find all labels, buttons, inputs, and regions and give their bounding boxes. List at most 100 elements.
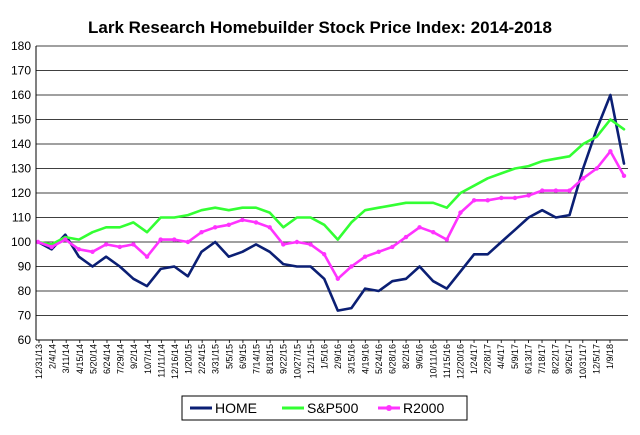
x-tick-label: 12/16/14: [170, 344, 180, 379]
x-tick-label: 5/9/17: [510, 344, 520, 369]
r2000-point: [526, 193, 531, 198]
y-tick-label: 110: [12, 211, 31, 225]
r2000-point: [212, 225, 218, 230]
r2000-point: [362, 254, 368, 259]
x-tick-label: 4/19/16: [360, 344, 370, 374]
x-tick-label: 6/13/17: [523, 344, 533, 374]
r2000-point: [76, 247, 82, 252]
y-axis-tick-labels: 60 70 80 90 100 110 120 130 140 150 160 170 180: [11, 39, 31, 347]
y-tick-label: 140: [11, 137, 31, 151]
x-tick-label: 7/18/17: [537, 344, 547, 374]
r2000-point: [281, 242, 286, 247]
r2000-point: [608, 149, 613, 154]
r2000-point: [103, 242, 109, 247]
r2000-point: [376, 249, 381, 254]
x-tick-label: 1/5/16: [320, 344, 330, 369]
series-line-home: [36, 93, 626, 312]
x-tick-label: 8/2/16: [401, 344, 411, 369]
r2000-point: [117, 244, 122, 250]
x-tick-label: 9/2/14: [129, 344, 139, 369]
x-tick-label: 10/7/14: [143, 344, 153, 374]
x-tick-label: 7/14/15: [252, 344, 262, 374]
x-tick-label: 7/29/14: [116, 344, 126, 374]
x-tick-label: 6/9/15: [238, 344, 248, 369]
r2000-point: [240, 217, 245, 223]
y-tick-label: 80: [18, 284, 32, 298]
y-tick-label: 90: [18, 260, 32, 274]
gridlines: [36, 45, 628, 341]
x-tick-label: 10/31/17: [578, 344, 588, 379]
x-tick-label: 12/31/13: [34, 344, 44, 379]
r2000-point: [567, 188, 572, 193]
r2000-point: [580, 176, 586, 181]
series-line-sp500: [36, 118, 626, 246]
x-tick-label: 4/4/17: [496, 344, 506, 369]
x-tick-label: 5/5/15: [224, 344, 234, 369]
y-tick-label: 130: [11, 162, 31, 176]
series-layer: [35, 93, 627, 312]
y-tick-label: 100: [11, 235, 31, 249]
x-tick-label: 12/20/16: [455, 344, 465, 379]
r2000-point: [144, 254, 150, 259]
r2000-point: [403, 234, 409, 240]
r2000-point: [49, 244, 54, 250]
r2000-point: [512, 195, 518, 201]
x-tick-label: 1/24/17: [469, 344, 479, 374]
legend: HOME S&P500 R2000: [181, 395, 468, 421]
x-tick-label: 5/20/14: [88, 344, 98, 374]
r2000-point: [308, 242, 313, 247]
y-tick-label: 150: [11, 113, 31, 127]
r2000-point: [594, 166, 599, 171]
x-tick-label: 1/9/18: [605, 344, 615, 369]
r2000-point: [158, 237, 163, 242]
legend-label: R2000: [403, 400, 444, 416]
x-tick-label: 4/15/14: [75, 344, 85, 374]
r2000-point: [226, 222, 231, 228]
r2000-point: [553, 188, 559, 193]
r2000-point: [335, 276, 341, 281]
r2000-point: [417, 225, 422, 230]
r2000-point: [185, 239, 191, 245]
x-axis-tick-labels: 12/31/13 2/4/14 3/11/14 4/15/14 5/20/14 6/24/…: [34, 344, 615, 379]
r2000-point: [253, 220, 259, 225]
r2000-point: [499, 195, 504, 201]
x-tick-label: 1/20/15: [184, 344, 194, 374]
r2000-point: [444, 237, 450, 242]
y-tick-label: 180: [11, 39, 31, 53]
r2000-point: [458, 210, 463, 215]
r2000-point: [471, 198, 477, 203]
r2000-point: [90, 249, 95, 254]
r2000-point: [321, 252, 327, 257]
legend-label: HOME: [215, 400, 257, 416]
x-tick-label: 10/11/16: [428, 344, 438, 378]
x-tick-label: 8/18/15: [265, 344, 275, 374]
x-tick-label: 9/6/16: [415, 344, 425, 369]
r2000-point: [390, 244, 395, 250]
r2000-point: [172, 237, 177, 242]
r2000-point: [485, 198, 490, 203]
x-tick-label: 12/1/15: [306, 344, 316, 374]
r2000-point: [131, 242, 136, 247]
y-tick-label: 160: [11, 88, 31, 102]
x-tick-label: 2/28/17: [483, 344, 493, 374]
x-tick-label: 2/9/16: [333, 344, 343, 369]
x-tick-label: 9/26/17: [564, 344, 574, 374]
r2000-point: [267, 225, 272, 230]
x-tick-label: 9/22/15: [279, 344, 289, 374]
x-tick-label: 10/27/15: [292, 344, 302, 379]
series-line-r2000: [36, 150, 626, 281]
x-tick-label: 3/11/14: [61, 344, 71, 373]
x-tick-label: 11/11/14: [156, 344, 166, 378]
y-tick-label: 170: [11, 64, 31, 78]
r2000-point: [540, 188, 545, 193]
y-tick-label: 120: [11, 186, 31, 200]
x-tick-label: 2/24/15: [197, 344, 207, 374]
x-tick-label: 2/4/14: [48, 344, 58, 369]
r2000-point: [35, 239, 41, 245]
y-tick-label: 70: [18, 309, 32, 323]
axes: [35, 46, 628, 343]
r2000-point: [63, 237, 68, 242]
legend-label: S&P500: [307, 400, 359, 416]
